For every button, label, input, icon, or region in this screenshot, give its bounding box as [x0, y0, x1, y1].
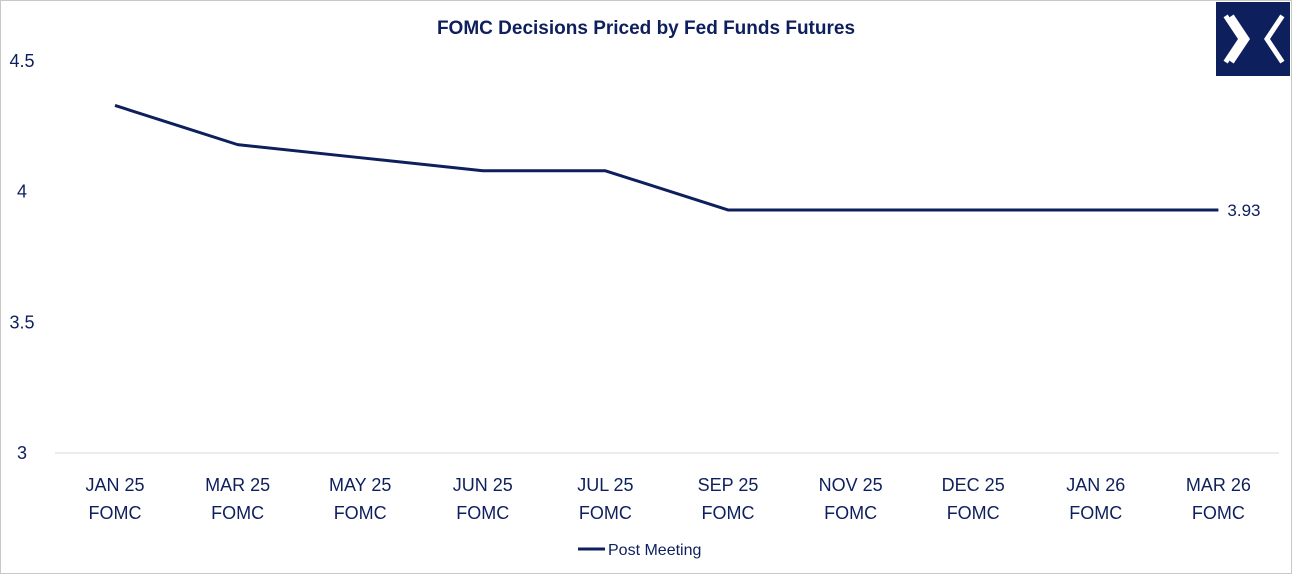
y-axis-labels: 3 3.5 4 4.5 — [9, 51, 34, 463]
chart-title: FOMC Decisions Priced by Fed Funds Futur… — [437, 18, 855, 39]
x-tick-label-line: SEP 25 — [698, 475, 759, 495]
x-tick-label: DEC 25 FOMC — [942, 475, 1005, 523]
x-tick-label-line: FOMC — [824, 503, 877, 523]
x-tick-label-line: FOMC — [1069, 503, 1122, 523]
data-labels: 3.93 — [1227, 201, 1260, 220]
x-tick-label-line: DEC 25 — [942, 475, 1005, 495]
y-tick-label: 4 — [17, 182, 27, 202]
x-tick-label-line: FOMC — [334, 503, 387, 523]
x-tick-label-line: MAR 26 — [1186, 475, 1251, 495]
x-tick-label: MAR 25 FOMC — [205, 475, 270, 523]
x-tick-label-line: FOMC — [456, 503, 509, 523]
x-tick-label-line: NOV 25 — [819, 475, 883, 495]
legend: Post Meeting — [578, 542, 701, 559]
x-tick-label-line: FOMC — [947, 503, 1000, 523]
x-tick-label: JUL 25 FOMC — [577, 475, 633, 523]
x-axis-labels: JAN 25 FOMC MAR 25 FOMC MAY 25 FOMC JUN 25 FOMC… — [85, 475, 1250, 523]
y-tick-label: 3 — [17, 443, 27, 463]
x-tick-label: MAY 25 FOMC — [329, 475, 391, 523]
logo-background — [1216, 2, 1290, 76]
x-tick-label-line: FOMC — [211, 503, 264, 523]
x-tick-label-line: FOMC — [89, 503, 142, 523]
x-logo-icon — [1216, 2, 1290, 76]
x-tick-label-line: FOMC — [1192, 503, 1245, 523]
x-tick-label-line: JAN 26 — [1066, 475, 1125, 495]
x-tick-label: JUN 25 FOMC — [453, 475, 513, 523]
x-tick-label: JAN 26 FOMC — [1066, 475, 1125, 523]
x-tick-label-line: FOMC — [702, 503, 755, 523]
x-tick-label-line: FOMC — [579, 503, 632, 523]
y-tick-label: 3.5 — [9, 312, 34, 332]
y-tick-label: 4.5 — [9, 51, 34, 71]
x-tick-label: MAR 26 FOMC — [1186, 475, 1251, 523]
x-tick-label-line: MAR 25 — [205, 475, 270, 495]
x-tick-label: NOV 25 FOMC — [819, 475, 883, 523]
x-tick-label: SEP 25 FOMC — [698, 475, 759, 523]
x-tick-label-line: MAY 25 — [329, 475, 391, 495]
x-tick-label-line: JUL 25 — [577, 475, 633, 495]
x-tick-label-line: JAN 25 — [85, 475, 144, 495]
series-line-post-meeting — [114, 103, 1219, 212]
data-label: 3.93 — [1227, 201, 1260, 220]
logo-mark — [1223, 14, 1285, 64]
x-tick-label: JAN 25 FOMC — [85, 475, 144, 523]
legend-label: Post Meeting — [608, 542, 701, 559]
x-tick-label-line: JUN 25 — [453, 475, 513, 495]
